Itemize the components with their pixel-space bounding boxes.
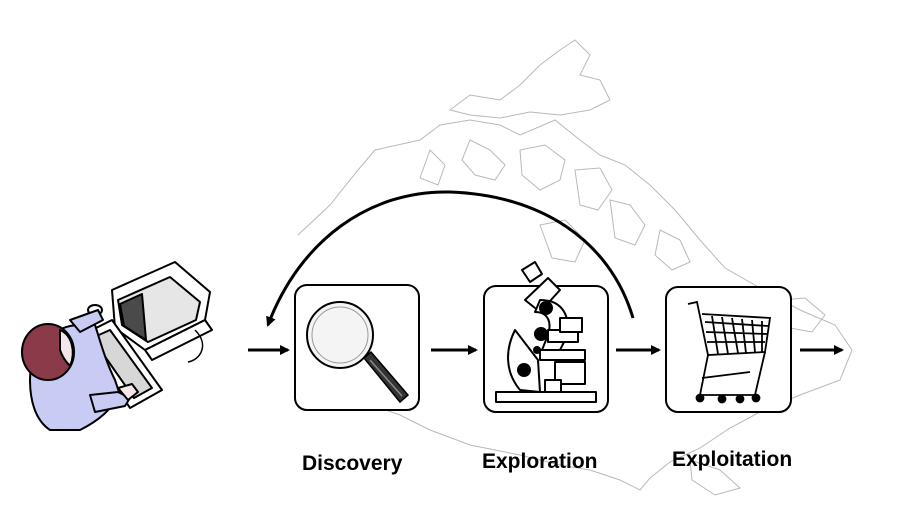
shopping-cart-icon <box>687 300 772 404</box>
person-at-computer-icon <box>21 261 213 431</box>
stage-label-exploration: Exploration <box>482 450 598 473</box>
stage-label-exploitation: Exploitation <box>672 448 793 471</box>
microscope-icon <box>495 261 597 403</box>
feedback-loop-arrow <box>266 190 635 327</box>
flow-arrows <box>248 190 844 355</box>
stage-label-discovery: Discovery <box>302 452 403 475</box>
exploitation-box <box>665 286 792 413</box>
magnifying-glass-icon <box>306 301 410 404</box>
canada-map-outline <box>297 39 853 496</box>
